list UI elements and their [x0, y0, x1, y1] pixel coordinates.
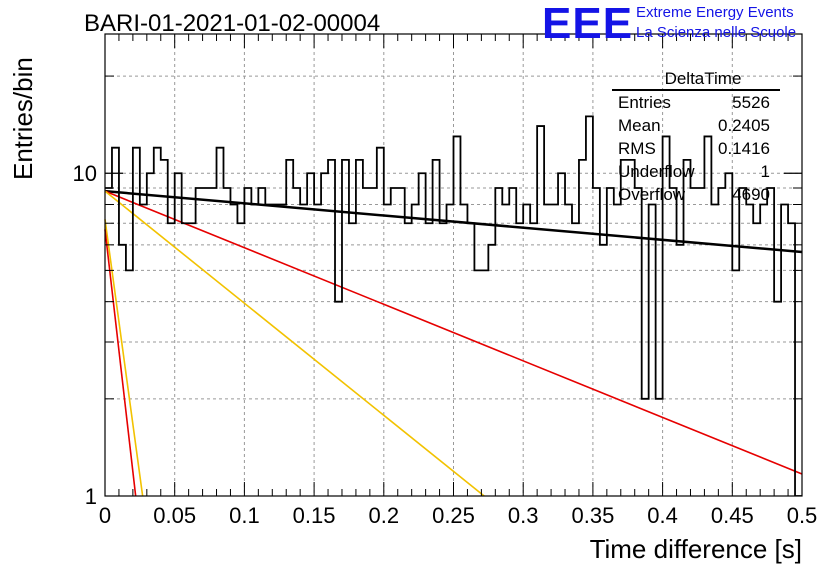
x-tick-label: 0.35 — [571, 503, 614, 528]
stats-value: 1 — [760, 162, 770, 181]
stats-label: Entries — [618, 93, 671, 112]
stats-row: Underflow 1 — [612, 160, 780, 183]
fit-curves — [104, 189, 803, 497]
stats-row: RMS 0.1416 — [612, 137, 780, 160]
stats-label: RMS — [618, 139, 656, 158]
logo-caption: Extreme Energy Events La Scienza nelle S… — [636, 3, 796, 43]
stats-box: DeltaTime Entries 5526 Mean 0.2405 RMS 0.14… — [612, 70, 780, 206]
x-tick-label: 0.05 — [153, 503, 196, 528]
y-tick-label: 1 — [85, 484, 97, 509]
fit-curve — [104, 219, 144, 497]
x-tick-label: 0.5 — [787, 503, 818, 528]
fit-curve — [104, 189, 803, 254]
stats-label: Overflow — [618, 185, 686, 204]
fit-curve — [104, 190, 803, 475]
x-tick-label: 0.3 — [508, 503, 539, 528]
stats-row: Overflow 4690 — [612, 183, 780, 206]
logo-caption-line1: Extreme Energy Events — [636, 4, 794, 21]
fit-curve — [104, 229, 137, 497]
stats-title: DeltaTime — [612, 70, 780, 91]
x-tick-label: 0.25 — [432, 503, 475, 528]
axis-ticks — [104, 34, 803, 497]
histogram-outline — [105, 115, 802, 496]
stats-value: 0.2405 — [718, 116, 770, 135]
tick-labels: 0 0.05 0.1 0.15 0.2 0.25 0.3 0.35 0.4 0.45 0.5 1 10 — [73, 161, 818, 528]
stats-label: Mean — [618, 116, 661, 135]
stats-row: Mean 0.2405 — [612, 114, 780, 137]
x-tick-label: 0.15 — [293, 503, 336, 528]
x-tick-label: 0 — [99, 503, 111, 528]
fit-curve — [104, 190, 485, 497]
stats-label: Underflow — [618, 162, 695, 181]
x-tick-label: 0.1 — [229, 503, 260, 528]
chart-title: BARI-01-2021-01-02-00004 — [84, 10, 381, 37]
stats-value: 4690 — [732, 185, 770, 204]
stats-value: 5526 — [732, 93, 770, 112]
y-tick-label: 10 — [73, 161, 97, 186]
x-tick-label: 0.45 — [711, 503, 754, 528]
logo-caption-line2: La Scienza nelle Scuole — [636, 24, 797, 41]
x-tick-label: 0.4 — [647, 503, 678, 528]
stats-row: Entries 5526 — [612, 91, 780, 114]
x-tick-label: 0.2 — [369, 503, 400, 528]
stats-value: 0.1416 — [718, 139, 770, 158]
x-axis-label: Time difference [s] — [589, 534, 802, 564]
histogram-series — [105, 115, 802, 496]
eee-logo: EEE — [542, 0, 634, 48]
y-axis-label: Entries/bin — [8, 57, 38, 180]
